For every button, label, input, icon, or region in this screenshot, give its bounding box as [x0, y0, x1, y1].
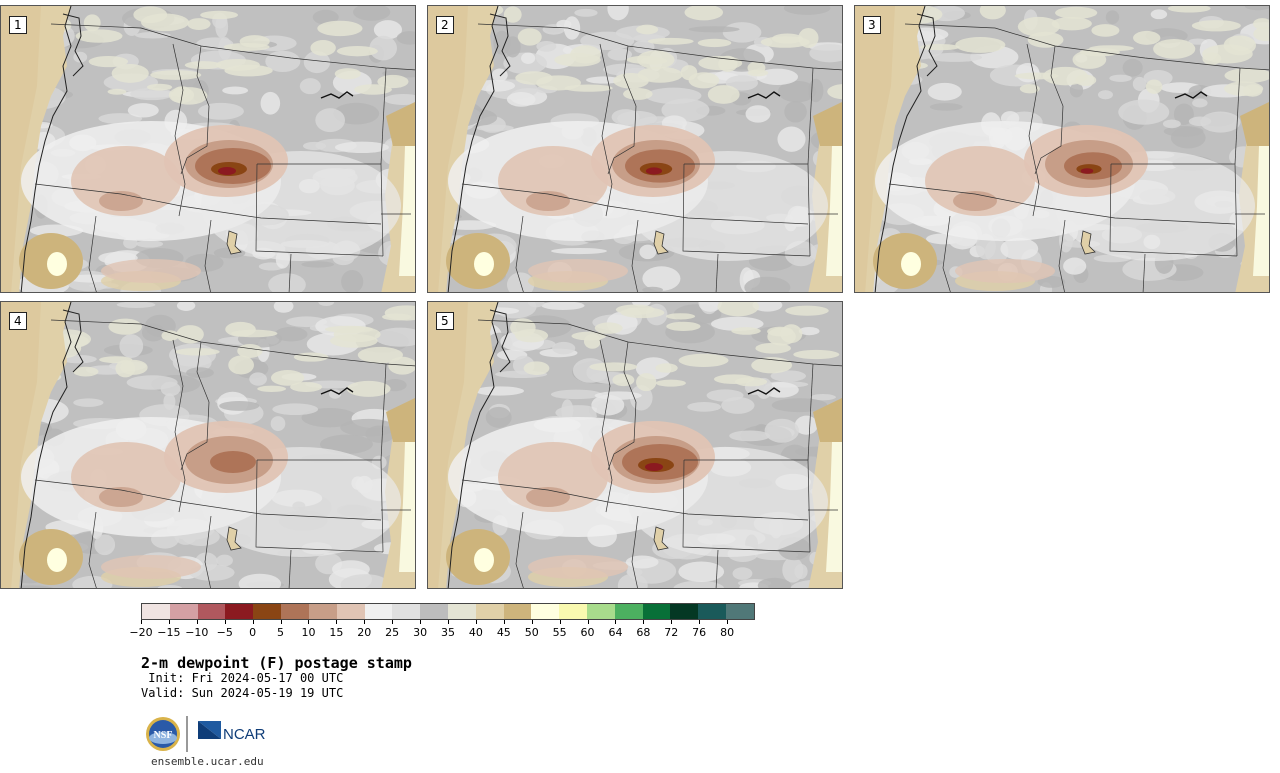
- colorbar-tick: [531, 620, 533, 624]
- colorbar-tick: [615, 620, 617, 624]
- panel-label-4: 4: [9, 312, 27, 330]
- colorbar-tick-label: 80: [720, 626, 735, 639]
- colorbar-segment: [336, 604, 365, 619]
- ncar-logo: NCAR: [198, 721, 266, 743]
- colorbar-segment: [281, 604, 309, 619]
- nsf-logo: NSF: [146, 717, 180, 751]
- colorbar-tick: [727, 620, 729, 624]
- map-panel-1: 1: [0, 5, 416, 293]
- colorbar-segment: [392, 604, 421, 619]
- colorbar-tick-label: 0: [249, 626, 257, 639]
- colorbar-tick-label: 72: [664, 626, 679, 639]
- colorbar-segment: [531, 604, 560, 619]
- colorbar-tick: [475, 620, 477, 624]
- colorbar-segment: [142, 604, 170, 619]
- colorbar-tick: [643, 620, 645, 624]
- colorbar-tick: [503, 620, 505, 624]
- colorbar-tick: [280, 620, 282, 624]
- colorbar-tick: [559, 620, 561, 624]
- colorbar-tick-label: 68: [636, 626, 651, 639]
- colorbar-tick-label: 40: [468, 626, 483, 639]
- colorbar-tick-label: 15: [329, 626, 344, 639]
- colorbar-tick-label: 25: [385, 626, 400, 639]
- panel-label-3: 3: [863, 16, 881, 34]
- colorbar-tick: [699, 620, 701, 624]
- plot-title: 2-m dewpoint (F) postage stamp: [141, 654, 412, 672]
- colorbar-segment: [225, 604, 254, 619]
- colorbar-tick: [224, 620, 226, 624]
- map-panel-5: 5: [427, 301, 843, 589]
- colorbar-tick: [671, 620, 673, 624]
- map-panel-4: 4: [0, 301, 416, 589]
- colorbar-tick: [141, 620, 142, 624]
- colorbar-tick-label: 60: [580, 626, 595, 639]
- colorbar-tick: [252, 620, 254, 624]
- colorbar-segment: [614, 604, 643, 619]
- nsf-logo-text: NSF: [154, 730, 173, 741]
- colorbar-tick-label: 55: [552, 626, 567, 639]
- colorbar-tick-label: 5: [277, 626, 285, 639]
- colorbar-tick: [308, 620, 310, 624]
- source-url: ensemble.ucar.edu: [151, 755, 264, 768]
- colorbar-segment: [447, 604, 476, 619]
- colorbar-segment: [308, 604, 337, 619]
- logos: NSF NCAR: [145, 713, 275, 755]
- panel-label-5: 5: [436, 312, 454, 330]
- colorbar-tick-label: 50: [524, 626, 539, 639]
- panel-label-2: 2: [436, 16, 454, 34]
- colorbar-tick-label: −15: [157, 626, 181, 639]
- colorbar-tick: [448, 620, 449, 624]
- colorbar-tick-label: −10: [185, 626, 209, 639]
- dewpoint-map-2: [428, 6, 842, 292]
- colorbar-segment: [642, 604, 671, 619]
- colorbar-segment: [364, 604, 393, 619]
- colorbar-tick: [168, 620, 170, 624]
- colorbar-tick-label: 45: [496, 626, 511, 639]
- panel-label-1: 1: [9, 16, 27, 34]
- map-panel-2: 2: [427, 5, 843, 293]
- colorbar-ticks: −20 −15 −10 −5 0 5 10 15 20 25 30 35 40 45 50 55 60 64 68 7…: [129, 620, 755, 640]
- colorbar-segment: [726, 604, 754, 619]
- colorbar: [141, 603, 755, 620]
- colorbar-segment: [587, 604, 615, 619]
- colorbar-tick: [420, 620, 422, 624]
- colorbar-segment: [420, 604, 448, 619]
- colorbar-tick: [336, 620, 338, 624]
- ncar-logo-text: NCAR: [223, 726, 266, 743]
- colorbar-segment: [503, 604, 532, 619]
- dewpoint-map-4: [1, 302, 415, 588]
- colorbar-segment: [475, 604, 504, 619]
- colorbar-tick-label: 10: [301, 626, 316, 639]
- colorbar-segment: [169, 604, 198, 619]
- init-time: Init: Fri 2024-05-17 00 UTC: [141, 671, 344, 685]
- dewpoint-map-1: [1, 6, 415, 292]
- colorbar-tick-label: 35: [441, 626, 455, 639]
- colorbar-tick-label: −5: [216, 626, 233, 639]
- colorbar-tick-label: 64: [608, 626, 623, 639]
- colorbar-tick: [392, 620, 394, 624]
- colorbar-tick-label: 20: [357, 626, 372, 639]
- colorbar-segment: [197, 604, 226, 619]
- dewpoint-map-3: [855, 6, 1269, 292]
- colorbar-segment: [559, 604, 587, 619]
- colorbar-tick-label: 76: [692, 626, 707, 639]
- colorbar-tick: [196, 620, 198, 624]
- colorbar-segment: [670, 604, 699, 619]
- colorbar-tick-label: 30: [413, 626, 428, 639]
- dewpoint-map-5: [428, 302, 842, 588]
- colorbar-segment: [253, 604, 282, 619]
- colorbar-tick: [364, 620, 366, 624]
- colorbar-segment: [698, 604, 727, 619]
- map-panel-3: 3: [854, 5, 1270, 293]
- valid-time: Valid: Sun 2024-05-19 19 UTC: [141, 686, 344, 700]
- colorbar-tick: [587, 620, 589, 624]
- colorbar-tick-label: −20: [129, 626, 153, 639]
